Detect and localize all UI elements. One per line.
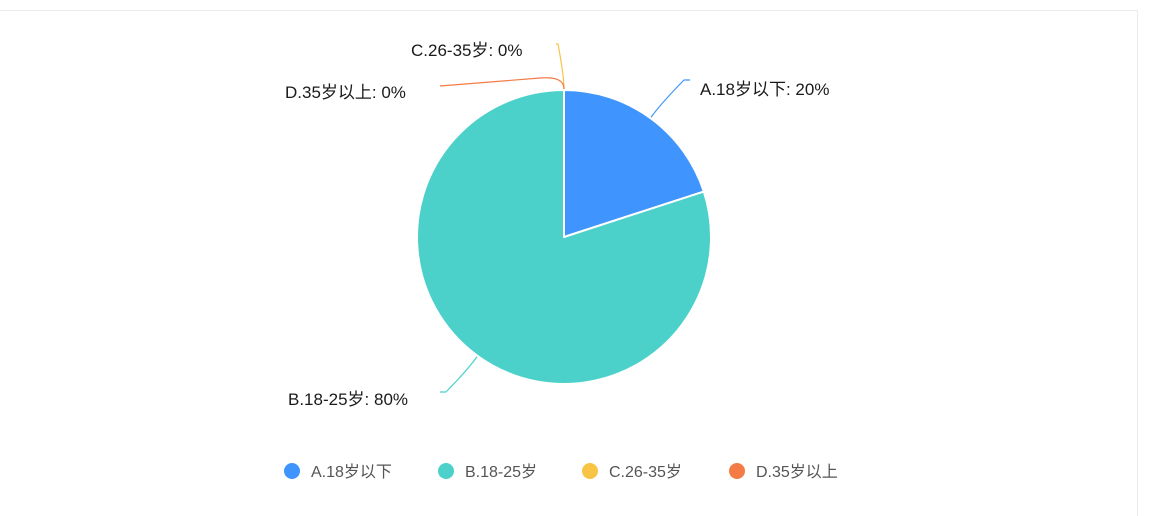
legend-label-1: A.18岁以下 xyxy=(311,463,392,481)
slice-1-leader-line xyxy=(650,79,690,118)
legend-item-3[interactable]: C.26-35岁 xyxy=(582,463,682,481)
legend-label-3: C.26-35岁 xyxy=(609,463,682,481)
slice-4-label: D.35岁以上: 0% xyxy=(285,83,406,102)
legend-marker-2 xyxy=(438,463,454,479)
legend-marker-1 xyxy=(284,463,300,479)
legend-label-4: D.35岁以上 xyxy=(756,463,838,481)
legend-item-1[interactable]: A.18岁以下 xyxy=(284,463,392,481)
slice-labels: A.18岁以下: 20% B.18-25岁: 80% C.26-35岁: 0% D.3… xyxy=(285,41,829,409)
label-leader-lines xyxy=(439,43,690,393)
slice-3-leader-line xyxy=(556,43,565,90)
slice-1[interactable] xyxy=(563,89,705,238)
legend-marker-3 xyxy=(582,463,598,479)
legend-marker-4 xyxy=(729,463,745,479)
legend-label-2: B.18-25岁 xyxy=(465,463,537,481)
pie-slices xyxy=(416,89,712,385)
legend-item-4[interactable]: D.35岁以上 xyxy=(729,463,838,481)
chart-legend[interactable]: A.18岁以下 B.18-25岁 C.26-35岁 D.35岁以上 xyxy=(284,463,838,481)
slice-2-label: B.18-25岁: 80% xyxy=(288,390,408,409)
legend-item-2[interactable]: B.18-25岁 xyxy=(438,463,537,481)
slice-2-leader-line xyxy=(440,356,478,393)
slice-2[interactable] xyxy=(416,89,712,385)
slice-1-label: A.18岁以下: 20% xyxy=(700,80,829,99)
slice-4-leader-line xyxy=(439,77,565,90)
slice-3-label: C.26-35岁: 0% xyxy=(411,41,523,60)
